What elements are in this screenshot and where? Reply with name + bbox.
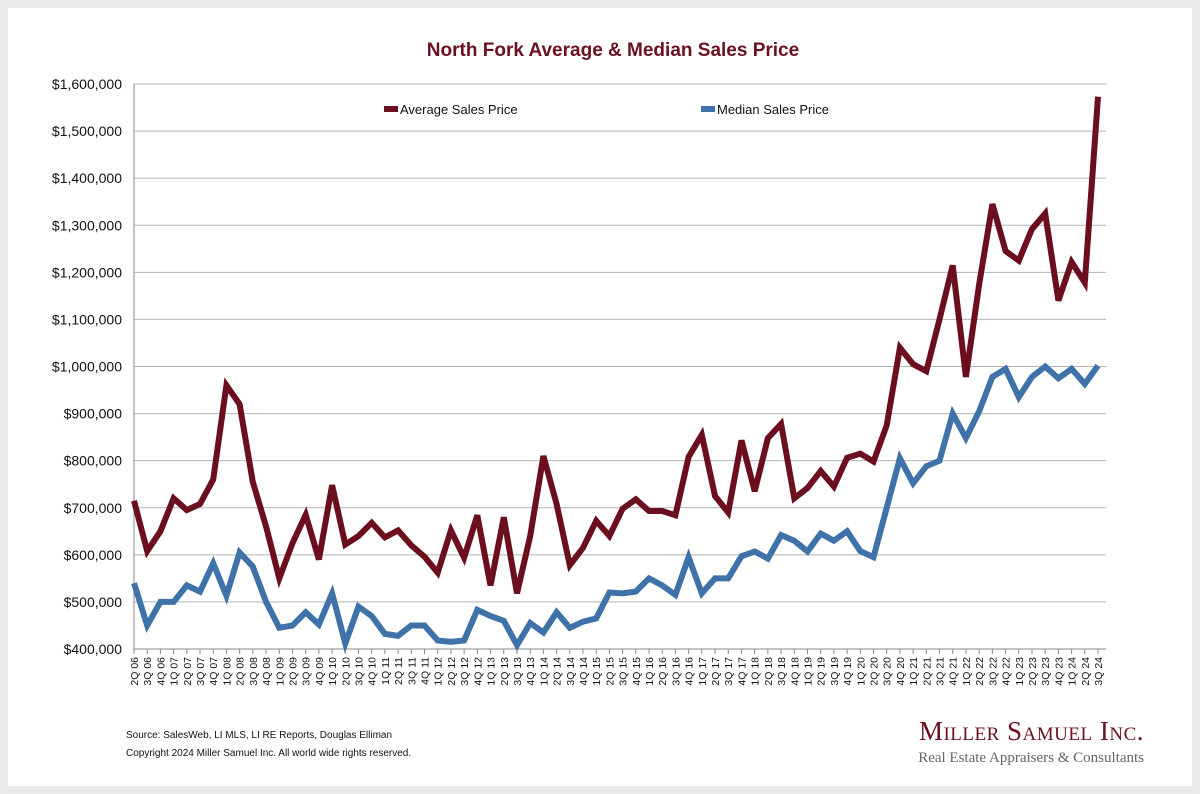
x-tick-label: 3Q 15 xyxy=(618,657,630,686)
x-tick-label: 2Q 20 xyxy=(869,657,881,686)
x-tick-label: 4Q 22 xyxy=(1001,657,1013,686)
x-tick-label: 2Q 17 xyxy=(710,657,722,686)
x-tick-label: 4Q 16 xyxy=(684,657,696,686)
x-tick-label: 4Q 18 xyxy=(789,657,801,686)
x-tick-label: 2Q 13 xyxy=(499,657,511,686)
x-tick-label: 2Q 06 xyxy=(129,657,141,686)
x-tick-label: 3Q 06 xyxy=(142,657,154,686)
x-tick-label: 4Q 21 xyxy=(948,657,960,686)
series-line-median xyxy=(131,362,1101,654)
x-tick-label: 4Q 17 xyxy=(736,657,748,686)
legend-label: Average Sales Price xyxy=(400,102,518,117)
x-tick-label: 3Q 08 xyxy=(248,657,260,686)
x-tick-label: 2Q 14 xyxy=(552,657,564,686)
x-tick-label: 2Q 16 xyxy=(657,657,669,686)
x-tick-label: 1Q 12 xyxy=(433,657,445,686)
source-note: Source: SalesWeb, LI MLS, LI RE Reports,… xyxy=(126,730,393,741)
x-tick-label: 2Q 12 xyxy=(446,657,458,686)
x-tick-label: 3Q 09 xyxy=(301,657,313,686)
x-tick-label: 4Q 11 xyxy=(420,657,432,685)
x-tick-label: 3Q 22 xyxy=(987,657,999,686)
x-tick-label: 1Q 13 xyxy=(486,657,498,686)
x-tick-label: 2Q 22 xyxy=(974,657,986,686)
x-tick-label: 2Q 07 xyxy=(182,657,194,686)
x-tick-label: 3Q 24 xyxy=(1093,657,1105,686)
x-tick-label: 3Q 23 xyxy=(1040,657,1052,686)
x-tick-label: 3Q 10 xyxy=(353,657,365,686)
x-tick-label: 1Q 17 xyxy=(697,657,709,686)
x-tick-label: 1Q 14 xyxy=(538,657,550,686)
y-tick-label: $500,000 xyxy=(64,594,123,610)
x-tick-label: 1Q 09 xyxy=(274,657,286,686)
x-tick-label: 1Q 10 xyxy=(327,657,339,686)
x-tick-label: 4Q 23 xyxy=(1053,657,1065,686)
x-tick-label: 1Q 18 xyxy=(750,657,762,686)
y-tick-label: $700,000 xyxy=(64,500,123,516)
x-tick-label: 3Q 20 xyxy=(882,657,894,686)
x-tick-label: 4Q 15 xyxy=(631,657,643,686)
x-tick-label: 2Q 15 xyxy=(604,657,616,686)
x-tick-label: 2Q 23 xyxy=(1027,657,1039,686)
x-tick-label: 4Q 07 xyxy=(208,657,220,686)
x-tick-label: 1Q 23 xyxy=(1014,657,1026,686)
y-tick-label: $1,200,000 xyxy=(52,264,122,280)
y-tick-label: $800,000 xyxy=(64,453,123,469)
x-tick-label: 2Q 11 xyxy=(393,657,405,685)
chart-frame: North Fork Average & Median Sales Price … xyxy=(8,8,1192,786)
y-tick-label: $1,100,000 xyxy=(52,311,122,327)
x-tick-label: 1Q 22 xyxy=(961,657,973,686)
x-tick-label: 3Q 17 xyxy=(723,657,735,686)
x-tick-label: 2Q 09 xyxy=(287,657,299,686)
x-tick-label: 4Q 09 xyxy=(314,657,326,686)
x-tick-label: 3Q 18 xyxy=(776,657,788,686)
y-tick-label: $1,600,000 xyxy=(52,76,122,92)
x-tick-label: 1Q 16 xyxy=(644,657,656,686)
x-tick-label: 1Q 20 xyxy=(855,657,867,686)
logo-name: Miller Samuel Inc. xyxy=(918,716,1144,746)
y-tick-label: $600,000 xyxy=(64,547,123,563)
x-tick-label: 1Q 11 xyxy=(380,657,392,685)
x-tick-label: 3Q 11 xyxy=(406,657,418,685)
y-tick-label: $400,000 xyxy=(64,641,123,657)
y-tick-label: $900,000 xyxy=(64,406,123,422)
x-tick-label: 4Q 08 xyxy=(261,657,273,686)
x-tick-label: 1Q 07 xyxy=(169,657,181,686)
x-tick-label: 2Q 08 xyxy=(235,657,247,686)
x-tick-label: 4Q 06 xyxy=(155,657,167,686)
x-tick-label: 3Q 21 xyxy=(935,657,947,686)
chart-title: North Fork Average & Median Sales Price xyxy=(427,40,799,61)
x-tick-label: 4Q 12 xyxy=(472,657,484,686)
x-tick-label: 3Q 07 xyxy=(195,657,207,686)
legend-label: Median Sales Price xyxy=(717,102,829,117)
x-tick-label: 3Q 16 xyxy=(670,657,682,686)
x-tick-label: 4Q 20 xyxy=(895,657,907,686)
x-tick-label: 4Q 10 xyxy=(367,657,379,686)
y-tick-label: $1,000,000 xyxy=(52,359,122,375)
logo-tagline: Real Estate Appraisers & Consultants xyxy=(918,750,1144,766)
x-tick-label: 2Q 21 xyxy=(921,657,933,686)
x-tick-label: 3Q 12 xyxy=(459,657,471,686)
x-tick-label: 2Q 10 xyxy=(340,657,352,686)
x-tick-label: 1Q 19 xyxy=(802,657,814,686)
x-tick-label: 4Q 13 xyxy=(525,657,537,686)
x-tick-label: 3Q 19 xyxy=(829,657,841,686)
copyright-note: Copyright 2024 Miller Samuel Inc. All wo… xyxy=(126,748,412,759)
x-tick-label: 2Q 19 xyxy=(816,657,828,686)
y-tick-label: $1,500,000 xyxy=(52,123,122,139)
x-tick-label: 3Q 14 xyxy=(565,657,577,686)
x-tick-label: 4Q 14 xyxy=(578,657,590,686)
y-tick-label: $1,300,000 xyxy=(52,217,122,233)
x-tick-label: 1Q 15 xyxy=(591,657,603,686)
series-line-average xyxy=(131,96,1101,595)
x-tick-label: 1Q 21 xyxy=(908,657,920,686)
x-tick-label: 4Q 19 xyxy=(842,657,854,686)
x-tick-label: 3Q 13 xyxy=(512,657,524,686)
x-tick-label: 2Q 18 xyxy=(763,657,775,686)
x-tick-label: 1Q 24 xyxy=(1067,657,1079,686)
line-chart: North Fork Average & Median Sales Price … xyxy=(52,40,1106,686)
y-tick-label: $1,400,000 xyxy=(52,170,122,186)
x-tick-label: 1Q 08 xyxy=(221,657,233,686)
x-tick-label: 2Q 24 xyxy=(1080,657,1092,686)
